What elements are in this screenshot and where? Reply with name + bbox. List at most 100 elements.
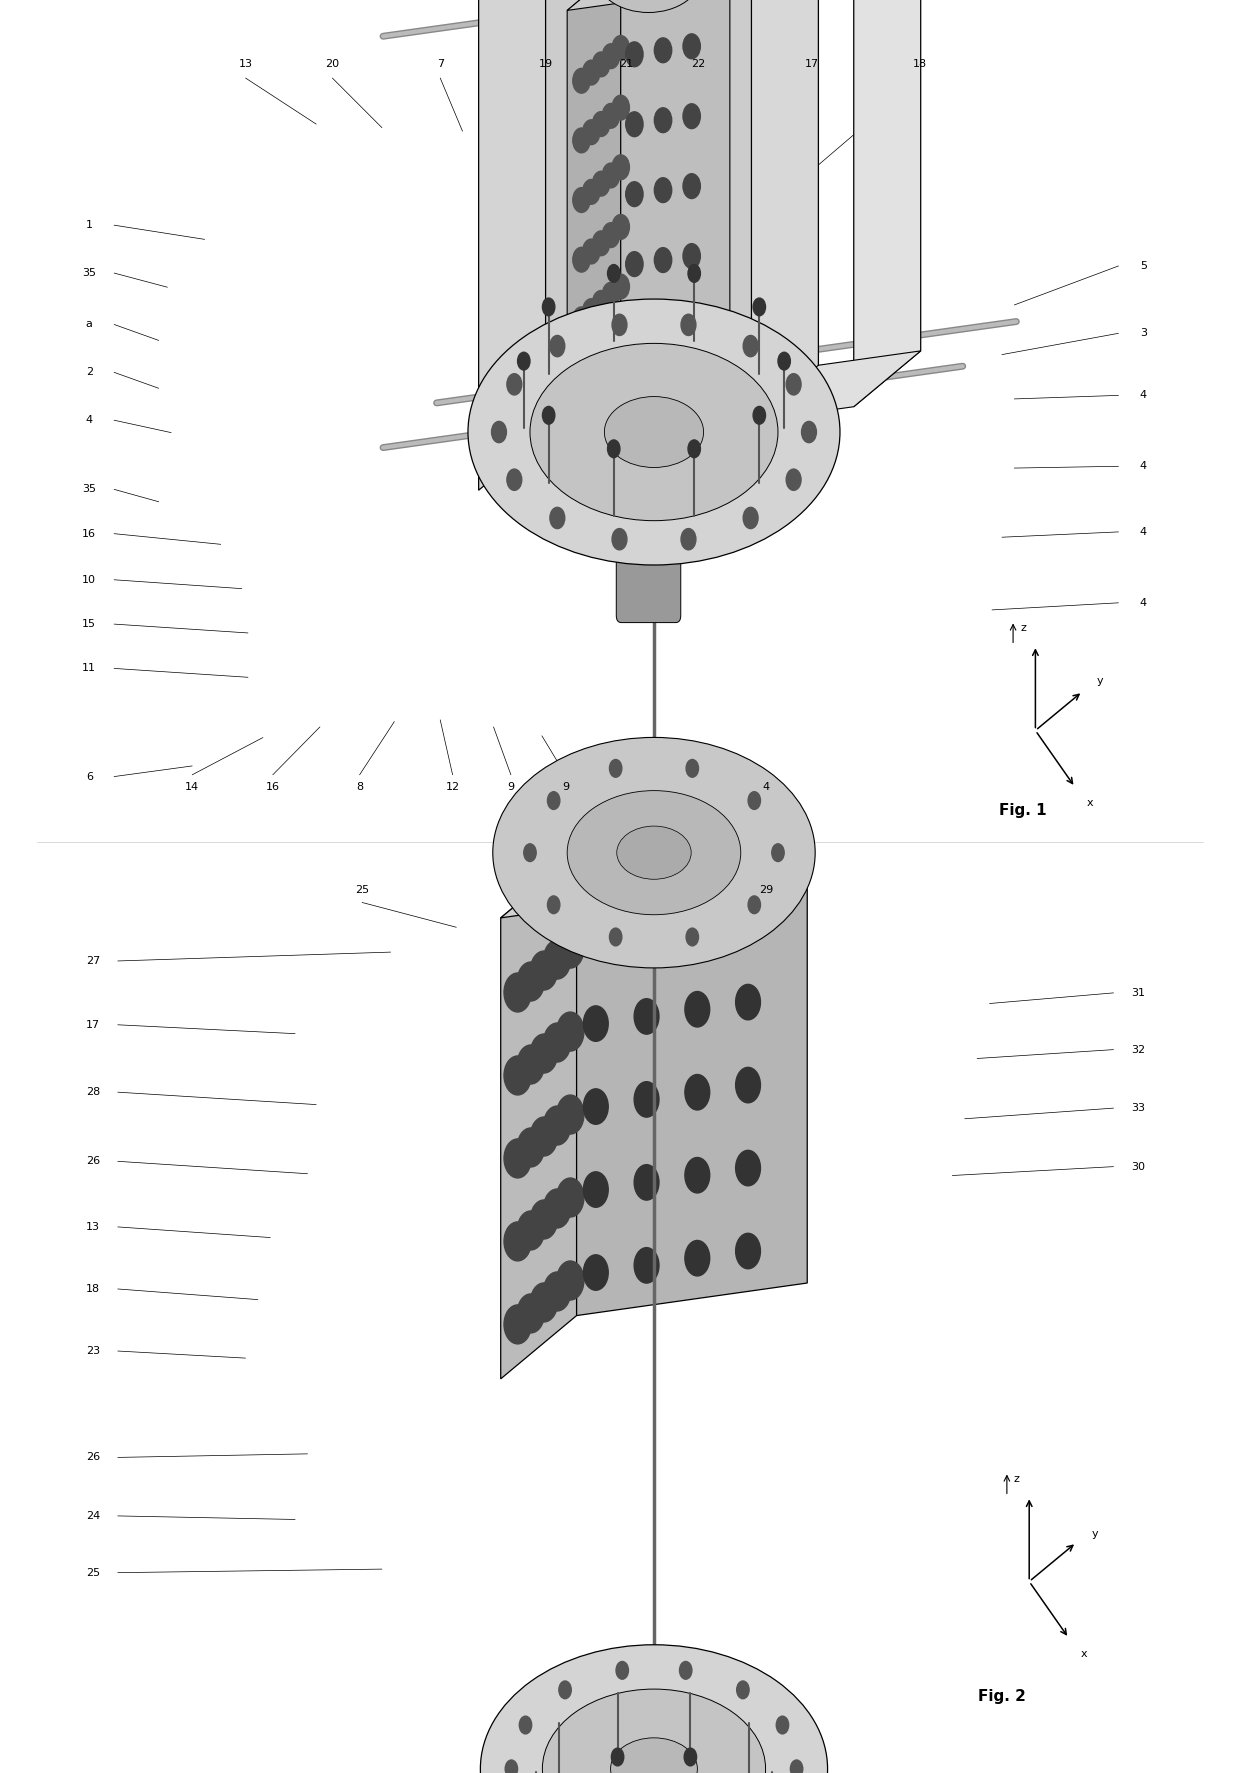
Circle shape <box>748 793 760 810</box>
Circle shape <box>608 440 620 457</box>
Circle shape <box>505 1761 517 1773</box>
Polygon shape <box>853 0 920 406</box>
Polygon shape <box>751 351 920 420</box>
Circle shape <box>520 1716 532 1734</box>
Circle shape <box>603 163 620 188</box>
Text: 31: 31 <box>1131 988 1146 998</box>
Text: 4: 4 <box>1140 461 1147 472</box>
Text: 2: 2 <box>86 367 93 378</box>
Circle shape <box>680 1661 692 1679</box>
FancyBboxPatch shape <box>616 511 681 622</box>
Circle shape <box>517 963 544 1002</box>
Circle shape <box>583 121 600 145</box>
Circle shape <box>543 1023 570 1062</box>
Circle shape <box>683 105 701 129</box>
Circle shape <box>517 1128 544 1167</box>
Circle shape <box>683 34 701 59</box>
Circle shape <box>543 940 570 979</box>
Circle shape <box>613 333 630 358</box>
Circle shape <box>688 440 701 457</box>
Circle shape <box>655 177 672 202</box>
Polygon shape <box>546 0 818 434</box>
Text: 4: 4 <box>1140 390 1147 401</box>
Circle shape <box>681 528 696 550</box>
Circle shape <box>655 317 672 342</box>
Circle shape <box>507 374 522 395</box>
Circle shape <box>634 915 658 950</box>
Text: 17: 17 <box>805 59 820 69</box>
Ellipse shape <box>480 1645 827 1773</box>
Circle shape <box>491 422 506 443</box>
Text: 20: 20 <box>325 59 340 69</box>
Text: 4: 4 <box>86 415 93 426</box>
Circle shape <box>503 973 531 1012</box>
Circle shape <box>583 179 600 204</box>
Text: y: y <box>1096 676 1104 686</box>
Circle shape <box>776 1716 789 1734</box>
Text: 27: 27 <box>86 956 100 966</box>
Ellipse shape <box>604 397 703 468</box>
Circle shape <box>573 246 590 271</box>
Circle shape <box>616 1661 629 1679</box>
Circle shape <box>557 1261 584 1300</box>
Text: 4: 4 <box>1140 598 1147 608</box>
Circle shape <box>683 174 701 199</box>
Circle shape <box>583 239 600 264</box>
Circle shape <box>609 759 621 777</box>
Circle shape <box>542 298 554 316</box>
Circle shape <box>613 314 627 335</box>
Text: 19: 19 <box>538 59 553 69</box>
Ellipse shape <box>610 1738 697 1773</box>
Circle shape <box>531 1117 558 1156</box>
Circle shape <box>684 1158 709 1193</box>
Circle shape <box>684 908 709 943</box>
Circle shape <box>743 335 758 356</box>
Ellipse shape <box>542 1690 765 1773</box>
Circle shape <box>801 422 816 443</box>
Circle shape <box>683 243 701 268</box>
Circle shape <box>573 307 590 332</box>
Circle shape <box>517 1294 544 1333</box>
Text: 6: 6 <box>86 771 93 782</box>
Circle shape <box>517 1044 544 1083</box>
Circle shape <box>503 1305 531 1344</box>
Polygon shape <box>567 0 621 422</box>
Text: 11: 11 <box>82 663 97 674</box>
Circle shape <box>584 1005 609 1041</box>
Circle shape <box>584 1172 609 1207</box>
Circle shape <box>735 1151 760 1186</box>
Circle shape <box>684 1074 709 1110</box>
Circle shape <box>583 298 600 323</box>
Circle shape <box>626 43 644 67</box>
Circle shape <box>603 223 620 248</box>
Polygon shape <box>567 0 730 11</box>
Circle shape <box>790 1761 802 1773</box>
Text: 9: 9 <box>507 782 515 793</box>
Text: 29: 29 <box>759 885 774 895</box>
Circle shape <box>735 1067 760 1103</box>
Circle shape <box>743 507 758 528</box>
Circle shape <box>531 950 558 989</box>
Circle shape <box>655 248 672 273</box>
Circle shape <box>613 215 630 239</box>
Text: 23: 23 <box>86 1346 100 1356</box>
Circle shape <box>681 314 696 335</box>
Text: 7: 7 <box>436 59 444 69</box>
Circle shape <box>688 264 701 282</box>
Circle shape <box>603 103 620 128</box>
Text: 26: 26 <box>86 1452 100 1463</box>
Text: 18: 18 <box>913 59 928 69</box>
Text: 4: 4 <box>763 782 770 793</box>
Circle shape <box>603 342 620 367</box>
Circle shape <box>547 793 559 810</box>
Circle shape <box>557 1096 584 1135</box>
Circle shape <box>573 69 590 94</box>
Circle shape <box>611 1748 624 1766</box>
Ellipse shape <box>492 738 815 968</box>
Text: 33: 33 <box>1131 1103 1146 1113</box>
Text: 22: 22 <box>691 59 706 69</box>
Circle shape <box>543 1271 570 1310</box>
Circle shape <box>573 367 590 392</box>
Circle shape <box>559 1681 572 1699</box>
Circle shape <box>613 35 630 60</box>
